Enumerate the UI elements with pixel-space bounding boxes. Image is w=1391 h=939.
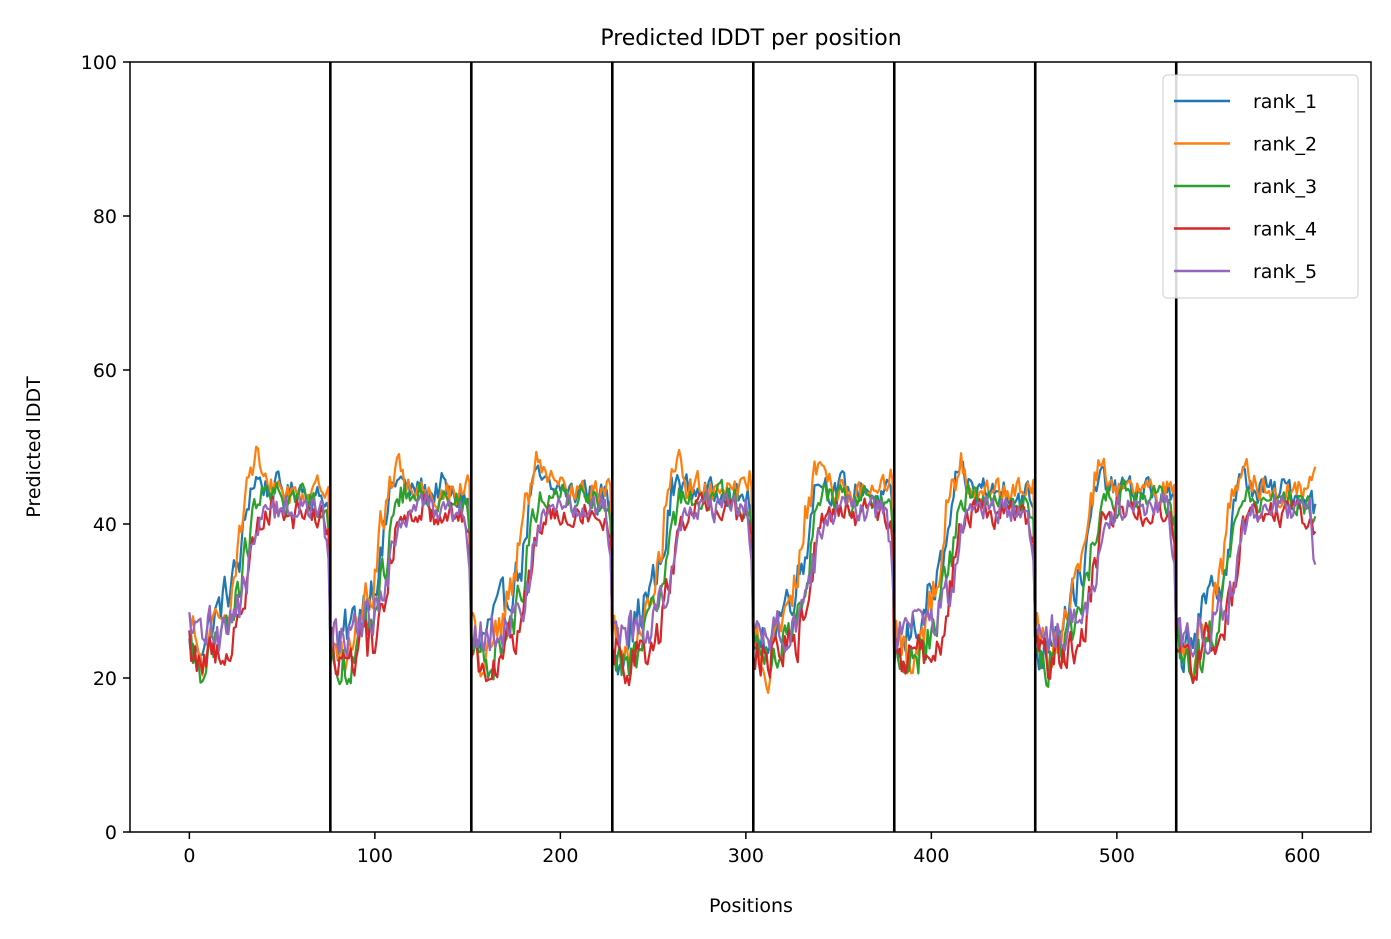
x-tick-label: 200	[542, 845, 578, 867]
y-tick-label: 80	[93, 206, 117, 228]
y-tick-label: 0	[105, 822, 117, 844]
legend-box	[1162, 74, 1359, 299]
legend-items: rank_1 rank_2 rank_3 rank_4 rank_5	[1174, 91, 1317, 283]
legend-label-rank-1: rank_1	[1253, 91, 1317, 113]
y-tick-label: 40	[93, 514, 117, 536]
chain-boundary-layer	[329, 62, 1178, 832]
x-tick-label: 500	[1099, 845, 1135, 867]
chart-title: Predicted lDDT per position	[600, 26, 901, 51]
legend-label-rank-4: rank_4	[1253, 219, 1317, 241]
y-axis-label: Predicted lDDT	[23, 376, 45, 518]
x-tick-label: 600	[1284, 845, 1320, 867]
x-axis-ticks: 0 100 200 300 400 500 600	[183, 832, 1320, 867]
x-axis-label: Positions	[709, 895, 793, 917]
x-tick-label: 100	[357, 845, 393, 867]
y-tick-label: 60	[93, 360, 117, 382]
y-axis-ticks: 0 20 40 60 80 100	[81, 52, 130, 844]
x-tick-label: 300	[728, 845, 764, 867]
legend-label-rank-3: rank_3	[1253, 176, 1317, 198]
legend-label-rank-2: rank_2	[1253, 134, 1317, 156]
x-tick-label: 400	[913, 845, 949, 867]
y-tick-label: 100	[81, 52, 117, 74]
plot-frame	[129, 61, 1372, 833]
legend: rank_1 rank_2 rank_3 rank_4 rank_5	[1162, 74, 1359, 299]
y-tick-label: 20	[93, 668, 117, 690]
x-tick-label: 0	[183, 845, 195, 867]
legend-label-rank-5: rank_5	[1253, 261, 1317, 283]
